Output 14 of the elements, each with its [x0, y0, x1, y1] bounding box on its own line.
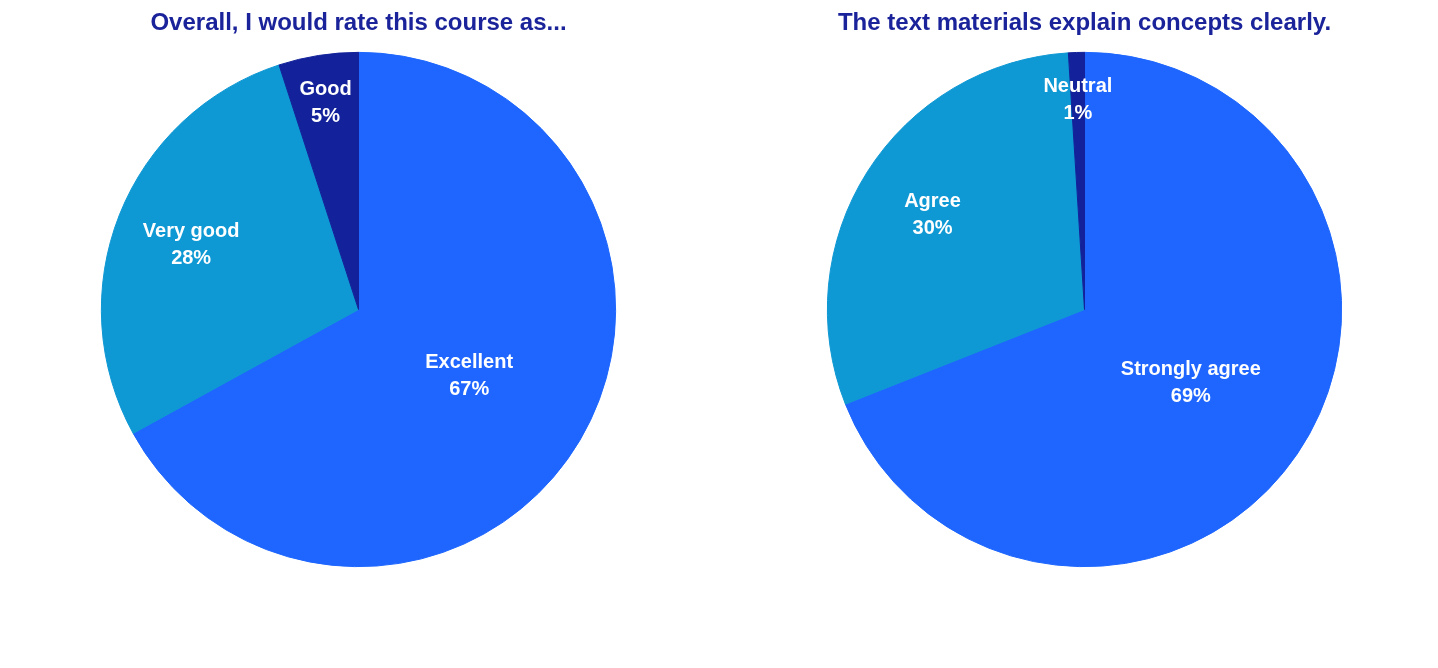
- slice-label: Good: [299, 76, 352, 99]
- slice-label: Neutral: [1043, 74, 1113, 97]
- data-label: 5%: [311, 103, 341, 126]
- chart-title: The text materials explain concepts clearly.: [837, 7, 1332, 35]
- chart-title: Overall, I would rate this course as...: [150, 7, 567, 35]
- data-label: 67%: [449, 377, 490, 400]
- slice-label: Agree: [904, 188, 961, 211]
- data-label: 28%: [171, 245, 212, 268]
- slice-label: Excellent: [425, 350, 514, 373]
- slice-label: Very good: [142, 218, 240, 241]
- data-label: 69%: [1170, 384, 1212, 407]
- data-label: 30%: [912, 215, 953, 238]
- slice-label: Strongly agree: [1120, 357, 1261, 380]
- data-label: 1%: [1063, 101, 1093, 124]
